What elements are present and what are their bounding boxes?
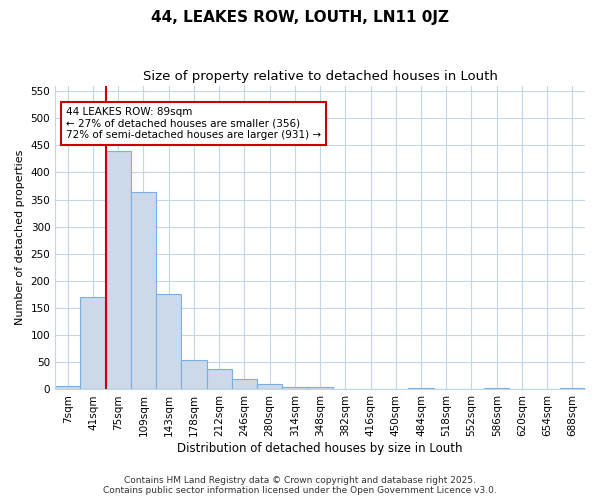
Text: 44, LEAKES ROW, LOUTH, LN11 0JZ: 44, LEAKES ROW, LOUTH, LN11 0JZ <box>151 10 449 25</box>
Bar <box>232 378 257 390</box>
Bar <box>55 386 80 390</box>
Bar <box>80 297 106 390</box>
Bar <box>560 388 585 390</box>
Bar <box>257 384 282 390</box>
Title: Size of property relative to detached houses in Louth: Size of property relative to detached ho… <box>143 70 497 83</box>
Bar <box>206 369 232 390</box>
Text: Contains HM Land Registry data © Crown copyright and database right 2025.
Contai: Contains HM Land Registry data © Crown c… <box>103 476 497 495</box>
Bar <box>106 150 131 390</box>
Text: 44 LEAKES ROW: 89sqm
← 27% of detached houses are smaller (356)
72% of semi-deta: 44 LEAKES ROW: 89sqm ← 27% of detached h… <box>66 107 321 140</box>
Bar <box>409 388 434 390</box>
Bar <box>131 192 156 390</box>
Y-axis label: Number of detached properties: Number of detached properties <box>15 150 25 325</box>
X-axis label: Distribution of detached houses by size in Louth: Distribution of detached houses by size … <box>178 442 463 455</box>
Bar <box>282 386 307 390</box>
Bar <box>307 386 332 390</box>
Bar <box>156 294 181 390</box>
Bar <box>484 388 509 390</box>
Bar <box>181 360 206 390</box>
